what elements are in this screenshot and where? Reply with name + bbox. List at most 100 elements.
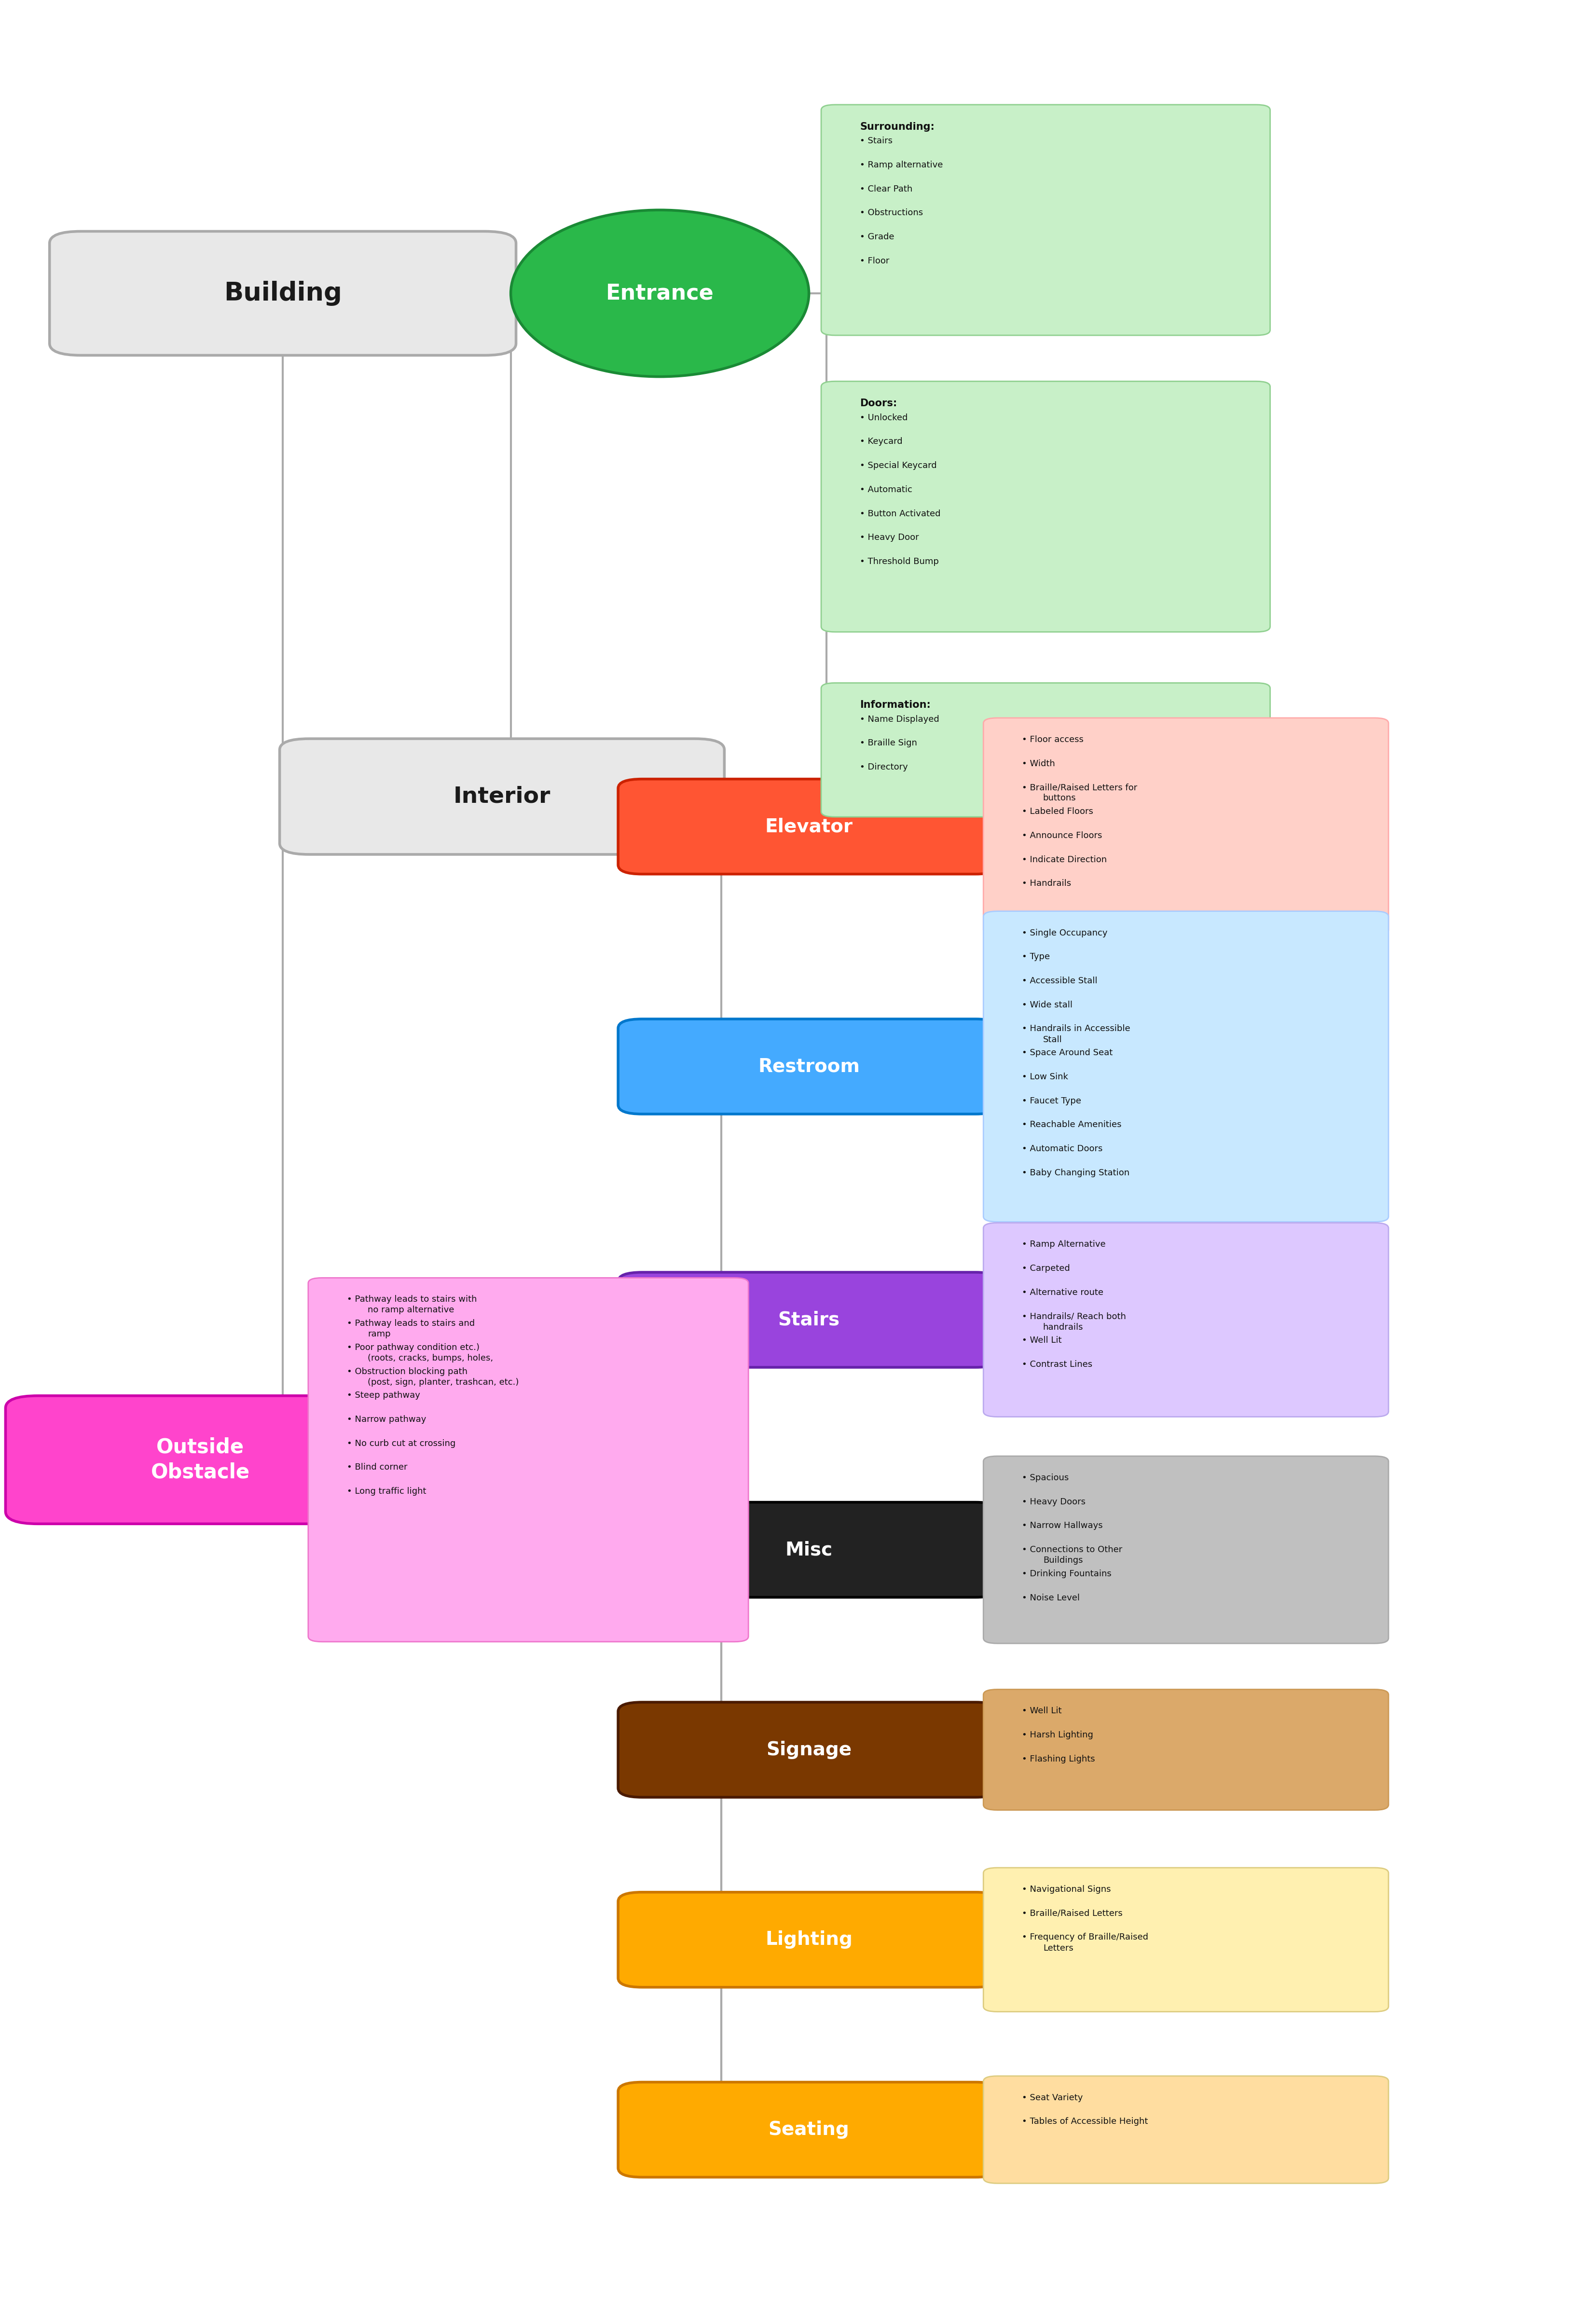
Text: • Harsh Lighting: • Harsh Lighting — [1021, 1730, 1093, 1739]
FancyBboxPatch shape — [822, 682, 1270, 816]
Text: Surrounding:: Surrounding: — [860, 123, 935, 132]
FancyBboxPatch shape — [983, 2077, 1389, 2183]
FancyBboxPatch shape — [618, 1020, 999, 1115]
Text: Buildings: Buildings — [1044, 1557, 1082, 1566]
Text: Stairs: Stairs — [777, 1311, 839, 1330]
Text: • Wide stall: • Wide stall — [1021, 1002, 1073, 1008]
FancyBboxPatch shape — [618, 1892, 999, 1987]
Text: • Directory: • Directory — [860, 763, 908, 773]
Text: no ramp alternative: no ramp alternative — [367, 1307, 455, 1314]
Text: • Space Around Seat: • Space Around Seat — [1021, 1048, 1112, 1057]
Text: • Ramp alternative: • Ramp alternative — [860, 160, 943, 169]
Text: • Single Occupancy: • Single Occupancy — [1021, 928, 1108, 937]
Ellipse shape — [511, 210, 809, 377]
Text: • Clear Path: • Clear Path — [860, 185, 913, 194]
Text: • Obstruction blocking path: • Obstruction blocking path — [346, 1367, 468, 1376]
Text: • Handrails/ Reach both: • Handrails/ Reach both — [1021, 1311, 1127, 1321]
Text: • Alternative route: • Alternative route — [1021, 1288, 1103, 1298]
Text: • Flashing Lights: • Flashing Lights — [1021, 1756, 1095, 1763]
Text: • Narrow pathway: • Narrow pathway — [346, 1416, 426, 1425]
FancyBboxPatch shape — [983, 911, 1389, 1221]
Text: • Heavy Door: • Heavy Door — [860, 534, 919, 541]
Text: • Long traffic light: • Long traffic light — [346, 1487, 426, 1497]
Text: • Handrails in Accessible: • Handrails in Accessible — [1021, 1025, 1130, 1034]
Text: (post, sign, planter, trashcan, etc.): (post, sign, planter, trashcan, etc.) — [367, 1379, 519, 1385]
Text: • Automatic: • Automatic — [860, 486, 913, 495]
Text: • Drinking Fountains: • Drinking Fountains — [1021, 1571, 1111, 1577]
Text: • Name Displayed: • Name Displayed — [860, 715, 938, 724]
Text: • Indicate Direction: • Indicate Direction — [1021, 856, 1108, 863]
Text: • Braille/Raised Letters: • Braille/Raised Letters — [1021, 1908, 1122, 1917]
Text: • Button Activated: • Button Activated — [860, 509, 940, 518]
Text: • Narrow Hallways: • Narrow Hallways — [1021, 1522, 1103, 1531]
Text: Letters: Letters — [1044, 1943, 1073, 1952]
Text: • Ramp Alternative: • Ramp Alternative — [1021, 1240, 1106, 1249]
Text: • Connections to Other: • Connections to Other — [1021, 1545, 1122, 1554]
Text: • Frequency of Braille/Raised: • Frequency of Braille/Raised — [1021, 1934, 1149, 1941]
Text: • Unlocked: • Unlocked — [860, 414, 908, 421]
Text: Misc: Misc — [785, 1540, 833, 1559]
Text: • Braille Sign: • Braille Sign — [860, 738, 918, 747]
Text: • Pathway leads to stairs and: • Pathway leads to stairs and — [346, 1318, 474, 1328]
FancyBboxPatch shape — [983, 717, 1389, 934]
Text: • Navigational Signs: • Navigational Signs — [1021, 1885, 1111, 1894]
Text: buttons: buttons — [1044, 793, 1076, 803]
Text: • Contrast Lines: • Contrast Lines — [1021, 1360, 1093, 1369]
Text: • Threshold Bump: • Threshold Bump — [860, 557, 938, 567]
FancyBboxPatch shape — [618, 1272, 999, 1367]
Text: • Reachable Amenities: • Reachable Amenities — [1021, 1119, 1122, 1129]
FancyBboxPatch shape — [5, 1395, 396, 1524]
FancyBboxPatch shape — [983, 1457, 1389, 1645]
FancyBboxPatch shape — [983, 1224, 1389, 1418]
FancyBboxPatch shape — [822, 382, 1270, 631]
Text: Building: Building — [223, 280, 342, 305]
Text: • Width: • Width — [1021, 759, 1055, 768]
Text: • No curb cut at crossing: • No curb cut at crossing — [346, 1439, 455, 1448]
Text: • Well Lit: • Well Lit — [1021, 1337, 1061, 1344]
Text: Entrance: Entrance — [606, 282, 713, 303]
FancyBboxPatch shape — [618, 1702, 999, 1797]
Text: • Special Keycard: • Special Keycard — [860, 460, 937, 470]
FancyBboxPatch shape — [618, 779, 999, 874]
Text: • Baby Changing Station: • Baby Changing Station — [1021, 1168, 1130, 1177]
Text: Information:: Information: — [860, 701, 930, 710]
FancyBboxPatch shape — [983, 1688, 1389, 1811]
Text: Restroom: Restroom — [758, 1057, 860, 1076]
Text: Outside
Obstacle: Outside Obstacle — [152, 1436, 251, 1483]
Text: • Faucet Type: • Faucet Type — [1021, 1096, 1082, 1106]
Text: • Floor access: • Floor access — [1021, 736, 1084, 745]
Text: • Announce Floors: • Announce Floors — [1021, 830, 1103, 840]
Text: Lighting: Lighting — [764, 1931, 852, 1950]
FancyBboxPatch shape — [308, 1277, 749, 1642]
Text: • Pathway leads to stairs with: • Pathway leads to stairs with — [346, 1295, 477, 1305]
FancyBboxPatch shape — [49, 231, 516, 356]
Text: • Stairs: • Stairs — [860, 136, 892, 146]
Text: • Obstructions: • Obstructions — [860, 208, 922, 217]
Text: (roots, cracks, bumps, holes,: (roots, cracks, bumps, holes, — [367, 1353, 493, 1362]
Text: Interior: Interior — [453, 786, 551, 807]
Text: • Automatic Doors: • Automatic Doors — [1021, 1145, 1103, 1154]
Text: • Carpeted: • Carpeted — [1021, 1265, 1069, 1272]
Text: Seating: Seating — [768, 2121, 849, 2140]
Text: Stall: Stall — [1044, 1036, 1063, 1043]
Text: • Floor: • Floor — [860, 257, 889, 266]
Text: • Poor pathway condition etc.): • Poor pathway condition etc.) — [346, 1344, 479, 1351]
Text: • Heavy Doors: • Heavy Doors — [1021, 1497, 1085, 1506]
Text: • Tables of Accessible Height: • Tables of Accessible Height — [1021, 2116, 1148, 2126]
FancyBboxPatch shape — [618, 2082, 999, 2177]
Text: Doors:: Doors: — [860, 398, 897, 409]
Text: • Low Sink: • Low Sink — [1021, 1073, 1068, 1080]
Text: • Type: • Type — [1021, 953, 1050, 962]
FancyBboxPatch shape — [618, 1501, 999, 1598]
Text: • Spacious: • Spacious — [1021, 1473, 1069, 1483]
Text: • Braille/Raised Letters for: • Braille/Raised Letters for — [1021, 784, 1138, 791]
Text: • Grade: • Grade — [860, 234, 894, 241]
Text: • Labeled Floors: • Labeled Floors — [1021, 807, 1093, 816]
Text: • Handrails: • Handrails — [1021, 879, 1071, 888]
Text: • Steep pathway: • Steep pathway — [346, 1390, 420, 1399]
Text: • Keycard: • Keycard — [860, 437, 902, 446]
Text: ramp: ramp — [367, 1330, 391, 1339]
Text: • Seat Variety: • Seat Variety — [1021, 2093, 1084, 2103]
Text: • Accessible Stall: • Accessible Stall — [1021, 976, 1098, 985]
Text: • Blind corner: • Blind corner — [346, 1464, 407, 1471]
